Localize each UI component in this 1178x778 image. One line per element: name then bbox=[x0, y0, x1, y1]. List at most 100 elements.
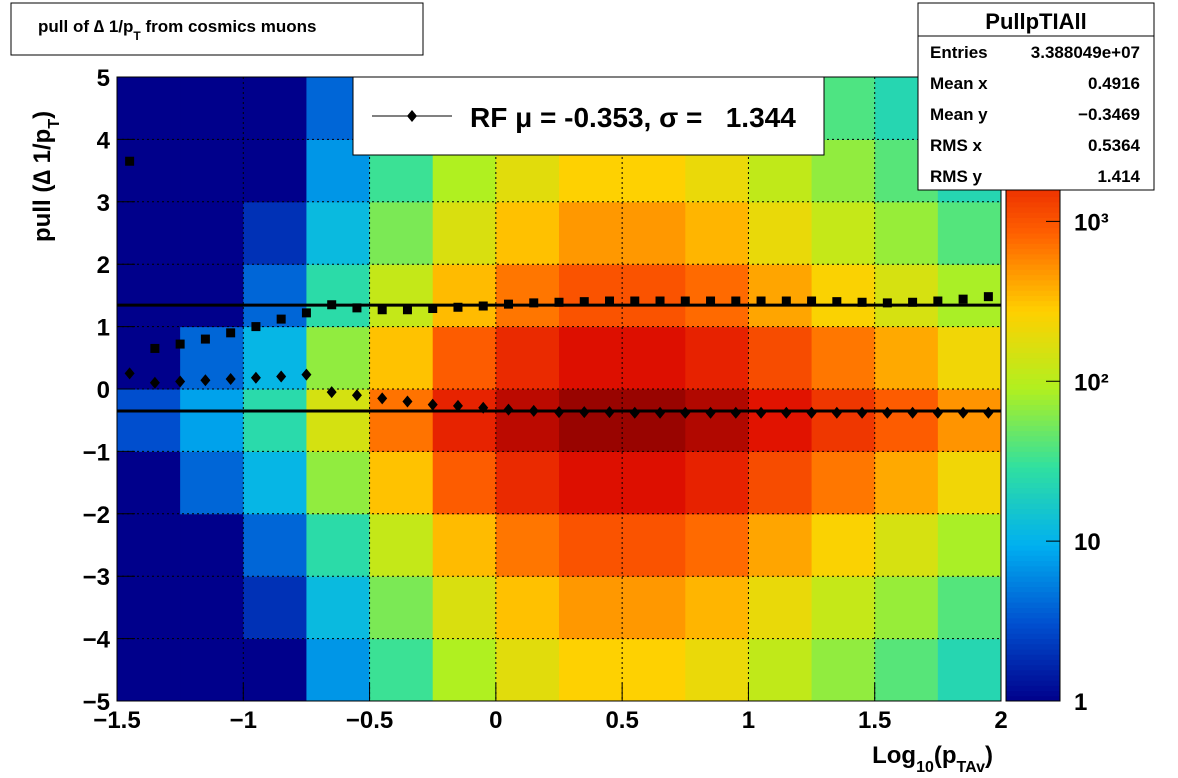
heat-cell bbox=[874, 201, 939, 265]
rms-point bbox=[503, 299, 513, 309]
rms-point bbox=[706, 296, 716, 306]
heat-cell bbox=[811, 513, 876, 577]
colorbar-step bbox=[1006, 649, 1060, 655]
x-tick-label: −1.5 bbox=[93, 707, 140, 734]
x-tick-label: 2 bbox=[994, 707, 1007, 734]
rms-point bbox=[680, 296, 690, 306]
colorbar-step bbox=[1006, 207, 1060, 213]
heat-cell bbox=[369, 264, 434, 328]
heat-cell bbox=[937, 389, 1002, 452]
legend-marker bbox=[407, 110, 417, 122]
heat-cell bbox=[369, 513, 434, 577]
colorbar-step bbox=[1006, 659, 1060, 666]
colorbar-step bbox=[1006, 357, 1060, 364]
colorbar-step bbox=[1006, 217, 1060, 224]
colorbar-step bbox=[1006, 337, 1060, 343]
colorbar-step bbox=[1006, 404, 1060, 411]
mean-point bbox=[655, 406, 666, 419]
colorbar-step bbox=[1006, 524, 1060, 530]
rms-point bbox=[428, 304, 438, 314]
stats-box bbox=[917, 2, 1155, 191]
title-sub: T bbox=[133, 29, 141, 43]
mean-point bbox=[427, 398, 438, 411]
colorbar-step bbox=[1006, 243, 1060, 250]
heat-cell bbox=[685, 576, 749, 640]
colorbar-label: 10² bbox=[1074, 369, 1109, 396]
heat-cell bbox=[117, 326, 181, 390]
mean-point bbox=[705, 406, 716, 419]
colorbar-step bbox=[1006, 623, 1060, 629]
heat-cell bbox=[495, 451, 560, 515]
mean-point bbox=[907, 406, 918, 419]
heat-cell bbox=[748, 638, 813, 702]
heat-cell bbox=[622, 576, 686, 640]
mean-point bbox=[579, 406, 590, 419]
heat-cell bbox=[748, 326, 813, 390]
heat-cell bbox=[748, 451, 813, 515]
rms-point bbox=[301, 308, 311, 318]
mean-point bbox=[756, 406, 767, 419]
heat-cell bbox=[243, 139, 307, 203]
stats-value: 0.4916 bbox=[1088, 74, 1140, 93]
heat-cell bbox=[811, 638, 876, 702]
rms-point bbox=[756, 296, 766, 306]
stats-value: −0.3469 bbox=[1078, 105, 1140, 124]
heat-cell bbox=[369, 576, 434, 640]
y-label-part: pull (∆ 1/p bbox=[29, 129, 56, 242]
heat-cell bbox=[937, 201, 1002, 265]
rms-point bbox=[251, 322, 261, 332]
heat-cell bbox=[685, 326, 749, 390]
heat-cell bbox=[243, 638, 307, 702]
rms-point bbox=[478, 301, 488, 311]
heat-cell bbox=[306, 264, 371, 328]
heat-cell bbox=[811, 264, 876, 328]
heat-cell bbox=[495, 389, 560, 452]
rms-point bbox=[529, 298, 539, 308]
rms-point bbox=[731, 296, 741, 306]
rms-point bbox=[579, 297, 589, 307]
colorbar-step bbox=[1006, 212, 1060, 218]
mean-point bbox=[983, 406, 994, 419]
colorbar-step bbox=[1006, 669, 1060, 676]
x-tick-label: 0 bbox=[489, 707, 502, 734]
colorbar-step bbox=[1006, 482, 1060, 489]
heat-cell bbox=[180, 638, 244, 702]
heat-cell bbox=[306, 638, 371, 702]
heat-cell bbox=[937, 451, 1002, 515]
colorbar-step bbox=[1006, 519, 1060, 525]
mean-point bbox=[250, 371, 261, 384]
rms-point bbox=[908, 297, 918, 307]
colorbar-step bbox=[1006, 675, 1060, 681]
colorbar-step bbox=[1006, 560, 1060, 567]
colorbar-step bbox=[1006, 633, 1060, 640]
heat-cell bbox=[180, 389, 244, 452]
colorbar-step bbox=[1006, 612, 1060, 619]
mean-point bbox=[200, 374, 211, 387]
colorbar-label: 10 bbox=[1074, 529, 1101, 556]
rms-point bbox=[200, 334, 210, 344]
heat-cell bbox=[685, 201, 749, 265]
rms-point bbox=[453, 302, 463, 312]
heat-cell bbox=[937, 326, 1002, 390]
colorbar-step bbox=[1006, 201, 1060, 208]
colorbar-step bbox=[1006, 638, 1060, 645]
heat-cell bbox=[937, 576, 1002, 640]
colorbar-step bbox=[1006, 576, 1060, 582]
colorbar-step bbox=[1006, 274, 1060, 281]
colorbar-step bbox=[1006, 238, 1060, 244]
colorbar-step bbox=[1006, 602, 1060, 608]
colorbar-step bbox=[1006, 508, 1060, 515]
colorbar-step bbox=[1006, 467, 1060, 473]
mean-point bbox=[175, 375, 186, 388]
mean-point bbox=[503, 403, 514, 416]
heat-cell bbox=[432, 576, 497, 640]
colorbar-step bbox=[1006, 311, 1060, 317]
y-tick-label: 3 bbox=[97, 190, 110, 217]
heat-cell bbox=[874, 264, 939, 328]
heat-cell bbox=[685, 264, 749, 328]
rms-point bbox=[402, 305, 412, 315]
mean-point bbox=[554, 406, 564, 419]
rms-point bbox=[933, 296, 943, 306]
colorbar-step bbox=[1006, 513, 1060, 520]
heat-cell bbox=[117, 139, 181, 203]
